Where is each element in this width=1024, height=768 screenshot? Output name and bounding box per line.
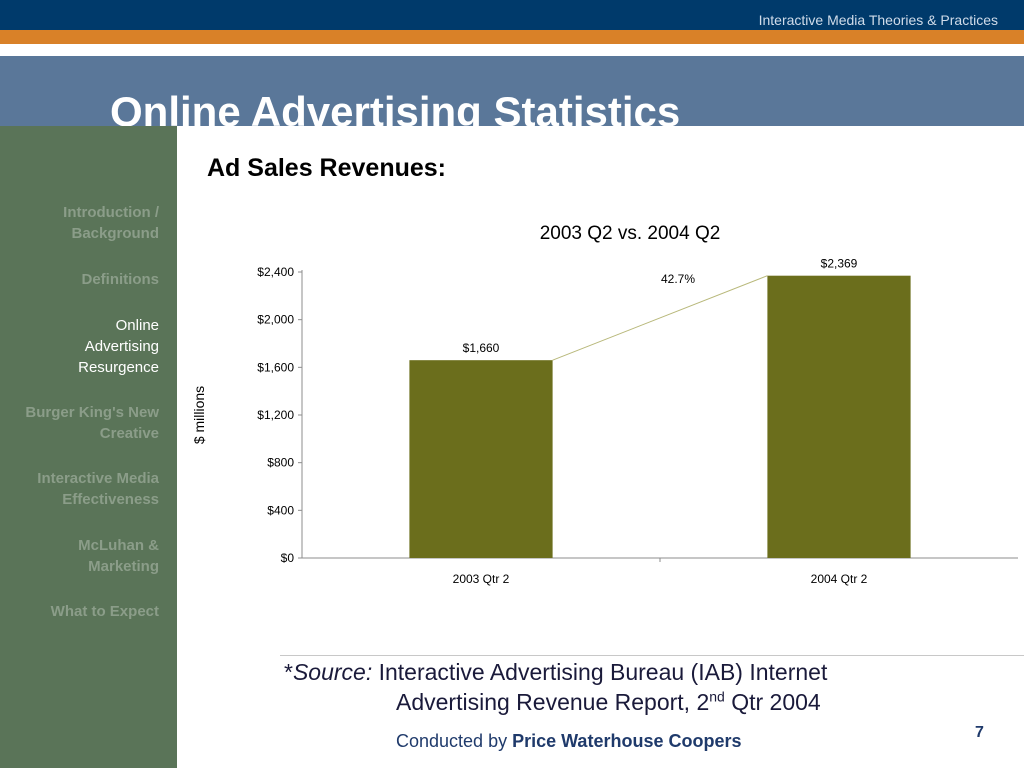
sidebar-item-7[interactable]: What to Expect <box>51 601 159 622</box>
page-number: 7 <box>975 724 984 741</box>
source-superscript: nd <box>709 688 725 705</box>
source-divider <box>280 655 1024 656</box>
sidebar-item-label: Introduction / <box>63 204 159 221</box>
sidebar-item-label: Resurgence <box>78 359 159 376</box>
source-label: Source: <box>292 659 373 685</box>
sidebar-item-label: McLuhan & <box>78 537 159 554</box>
sidebar-item-label: Effectiveness <box>62 491 159 508</box>
y-tick-label: $0 <box>281 551 295 565</box>
y-tick-label: $1,600 <box>257 360 294 374</box>
sidebar-item-2[interactable]: Definitions <box>82 269 160 290</box>
conducted-by-note: Conducted by Price Waterhouse Coopers <box>396 731 741 752</box>
source-text-1: Interactive Advertising Bureau (IAB) Int… <box>372 659 828 685</box>
x-tick-label: 2004 Qtr 2 <box>811 572 868 586</box>
sidebar-item-4[interactable]: Burger King's New Creative <box>25 402 159 444</box>
sidebar-item-label: Advertising <box>84 338 159 355</box>
sidebar-item-label: Burger King's New <box>25 404 159 421</box>
source-text-2b: Qtr 2004 <box>724 689 821 715</box>
conducted-prefix: Conducted by <box>396 731 513 751</box>
bar-data-label: $2,369 <box>821 257 858 271</box>
bar-data-label: $1,660 <box>463 341 500 355</box>
chart-bar <box>409 360 553 558</box>
conducted-company: Price Waterhouse Coopers <box>512 731 742 751</box>
source-citation-line-2: Advertising Revenue Report, 2nd Qtr 2004 <box>396 689 821 716</box>
sidebar-item-label: Marketing <box>88 558 159 575</box>
y-tick-label: $400 <box>267 503 294 517</box>
slide-title: Online Advertising Statistics <box>110 88 681 126</box>
growth-annotation: 42.7% <box>661 272 695 286</box>
sidebar-item-label: What to Expect <box>50 603 159 620</box>
series-title: Interactive Media Theories & Practices <box>758 12 998 28</box>
sidebar-item-6[interactable]: McLuhan & Marketing <box>78 535 159 577</box>
sidebar-item-label: Definitions <box>81 271 160 288</box>
sidebar-item-5[interactable]: Interactive Media Effectiveness <box>37 468 159 510</box>
source-asterisk: * <box>284 659 293 685</box>
sidebar-item-label: Online <box>115 317 159 334</box>
x-tick-label: 2003 Qtr 2 <box>453 572 510 586</box>
sidebar-nav: Introduction / Background Definitions Onlin… <box>0 126 177 768</box>
growth-connector-line <box>552 275 768 361</box>
top-bar <box>0 0 1024 30</box>
sidebar-item-label: Interactive Media <box>37 470 159 487</box>
y-tick-label: $1,200 <box>257 408 294 422</box>
y-tick-label: $2,000 <box>257 313 294 327</box>
revenue-bar-chart: 2003 Q2 vs. 2004 Q2 $ millions $0 $400 $800 $… <box>191 223 1018 586</box>
slide-subtitle: Ad Sales Revenues: <box>207 154 446 182</box>
accent-stripe <box>0 30 1024 44</box>
source-citation-line-1: *Source: Interactive Advertising Bureau … <box>284 659 827 686</box>
sidebar-item-1[interactable]: Introduction / Background <box>63 202 159 244</box>
sidebar-item-label: Creative <box>99 425 159 442</box>
chart-bar <box>767 275 911 558</box>
chart-title: 2003 Q2 vs. 2004 Q2 <box>540 223 721 244</box>
sidebar-item-label: Background <box>71 225 159 242</box>
y-tick-label: $2,400 <box>257 265 294 279</box>
sidebar-item-3[interactable]: Online Advertising Resurgence <box>78 315 159 378</box>
title-band: Online Advertising Statistics <box>0 56 1024 126</box>
source-text-2a: Advertising Revenue Report, 2 <box>396 689 710 715</box>
y-axis-label: $ millions <box>191 386 207 444</box>
y-tick-label: $800 <box>267 456 294 470</box>
